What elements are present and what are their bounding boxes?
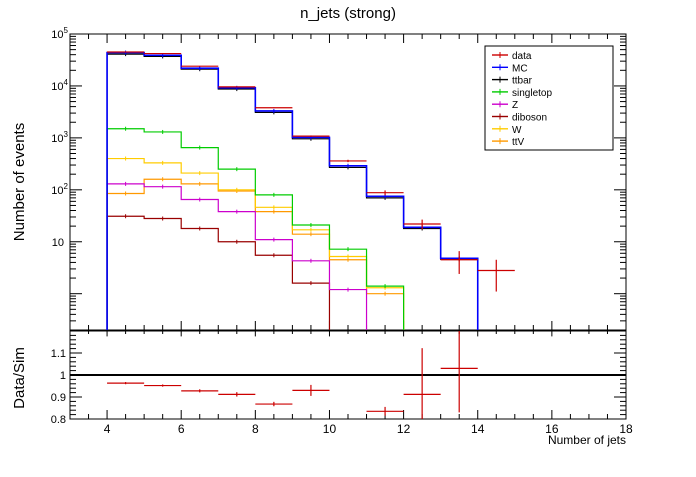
chart-title: n_jets (strong)	[300, 5, 396, 22]
x-tick-label: 18	[619, 422, 633, 436]
legend-label-W: W	[512, 125, 522, 136]
y-tick-label: 102	[51, 182, 68, 197]
ratio-y-tick-label: 1	[60, 370, 66, 382]
legend-label-ttV: ttV	[512, 137, 525, 148]
x-tick-label: 6	[178, 422, 185, 436]
y-tick-label: 10	[52, 237, 64, 249]
y-tick-label: 103	[51, 130, 68, 145]
x-axis-label: Number of jets	[548, 433, 626, 447]
series-Z	[106, 183, 368, 330]
x-tick-label: 4	[104, 422, 111, 436]
series-singletop	[106, 128, 405, 330]
y-tick-labels: 105 104 103 102 10 0.8 0.9 1 1.1	[51, 26, 69, 426]
x-tick-labels: 4 6 8 10 12 14 16 18	[104, 422, 633, 436]
x-tick-label: 12	[397, 422, 411, 436]
legend-label-ttbar: ttbar	[512, 76, 533, 87]
legend-label-data: data	[512, 51, 532, 62]
legend-label-diboson: diboson	[512, 113, 547, 124]
y-axis-label: Number of events	[11, 123, 28, 241]
legend-label-Z: Z	[512, 100, 518, 111]
ratio-y-axis-label: Data/Sim	[11, 347, 28, 409]
axis-ticks	[69, 33, 627, 420]
ratio-y-tick-label: 0.8	[51, 414, 66, 426]
x-tick-label: 10	[323, 422, 337, 436]
series-ttbar	[106, 53, 479, 330]
legend-label-singletop: singletop	[512, 88, 552, 99]
mc-series	[106, 50, 479, 330]
y-tick-label: 104	[51, 78, 68, 93]
y-tick-label: 105	[51, 26, 68, 41]
x-tick-label: 16	[545, 422, 559, 436]
x-tick-label: 8	[252, 422, 259, 436]
ratio-y-tick-label: 1.1	[51, 348, 66, 360]
legend-box	[484, 45, 614, 151]
series-diboson	[106, 215, 331, 330]
series-MC	[106, 51, 479, 330]
ratio-points	[70, 331, 626, 419]
legend-label-MC: MC	[512, 63, 528, 74]
x-tick-label: 14	[471, 422, 485, 436]
ratio-y-tick-label: 0.9	[51, 392, 66, 404]
data-points	[107, 51, 515, 292]
